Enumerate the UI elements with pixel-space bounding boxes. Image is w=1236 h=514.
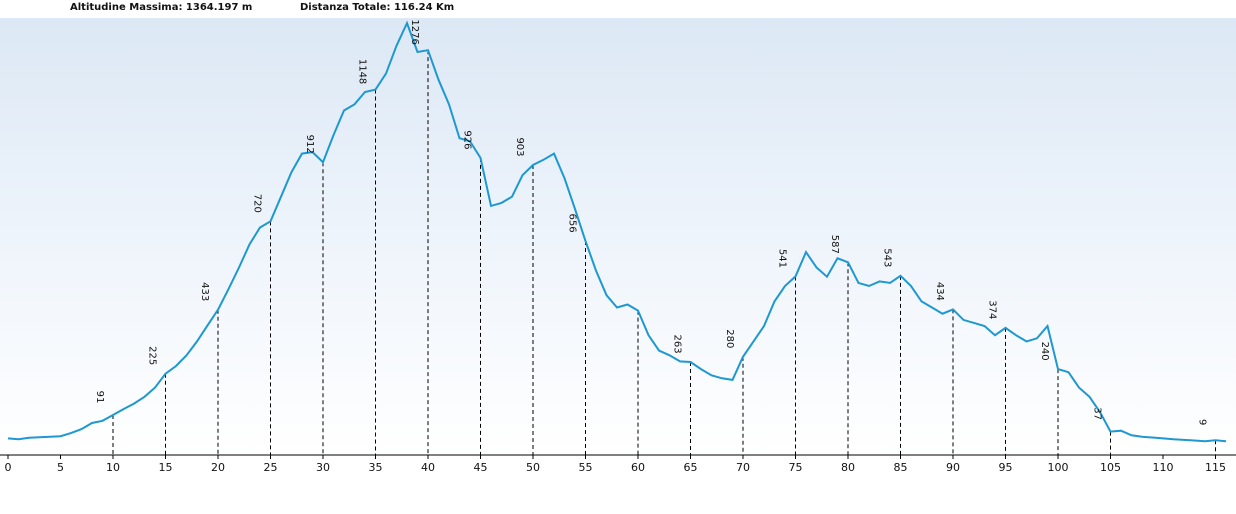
- x-tick-label: 0: [5, 461, 12, 474]
- x-tick-label: 50: [526, 461, 540, 474]
- marker-label: 926: [462, 130, 473, 149]
- total-distance-label: Distanza Totale: 116.24 Km: [300, 2, 455, 13]
- marker-label: 374: [987, 300, 998, 319]
- x-tick-label: 65: [684, 461, 698, 474]
- x-tick-label: 110: [1153, 461, 1174, 474]
- marker-label: 91: [94, 391, 105, 404]
- marker-label: 433: [199, 282, 210, 301]
- marker-label: 543: [882, 248, 893, 267]
- x-tick-label: 40: [421, 461, 435, 474]
- marker-label: 903: [514, 137, 525, 156]
- x-tick-label: 100: [1048, 461, 1069, 474]
- marker-label: 9: [1197, 419, 1208, 425]
- x-tick-label: 60: [631, 461, 645, 474]
- marker-label: 263: [672, 334, 683, 353]
- elevation-line: [7, 20, 1227, 443]
- marker-label: 720: [252, 194, 263, 213]
- x-tick-label: 45: [474, 461, 488, 474]
- marker-label: 434: [934, 282, 945, 301]
- marker-label: 1148: [357, 59, 368, 84]
- x-tick-label: 90: [946, 461, 960, 474]
- x-tick-label: 115: [1205, 461, 1226, 474]
- x-tick-label: 105: [1100, 461, 1121, 474]
- x-tick-label: 55: [579, 461, 593, 474]
- max-altitude-label: Altitudine Massima: 1364.197 m: [70, 2, 253, 13]
- x-tick-label: 95: [999, 461, 1013, 474]
- marker-label: 541: [777, 249, 788, 268]
- x-tick-label: 85: [894, 461, 908, 474]
- marker-label: 280: [724, 329, 735, 348]
- x-tick-label: 75: [789, 461, 803, 474]
- x-tick-label: 35: [369, 461, 383, 474]
- marker-label: 656: [567, 213, 578, 232]
- marker-label: 37: [1092, 407, 1103, 420]
- x-tick-label: 70: [736, 461, 750, 474]
- marker-label: 912: [304, 135, 315, 154]
- x-tick-label: 25: [264, 461, 278, 474]
- x-tick-label: 20: [211, 461, 225, 474]
- x-tick-label: 10: [106, 461, 120, 474]
- marker-label: 587: [829, 235, 840, 254]
- x-tick-label: 30: [316, 461, 330, 474]
- plot-background: [0, 18, 1236, 455]
- x-tick-label: 5: [57, 461, 64, 474]
- marker-label: 240: [1039, 342, 1050, 361]
- marker-label: 1276: [409, 19, 420, 44]
- chart-header: Altitudine Massima: 1364.197 m Distanza …: [0, 0, 1236, 18]
- marker-label: 225: [147, 346, 158, 365]
- x-tick-label: 80: [841, 461, 855, 474]
- x-tick-label: 15: [159, 461, 173, 474]
